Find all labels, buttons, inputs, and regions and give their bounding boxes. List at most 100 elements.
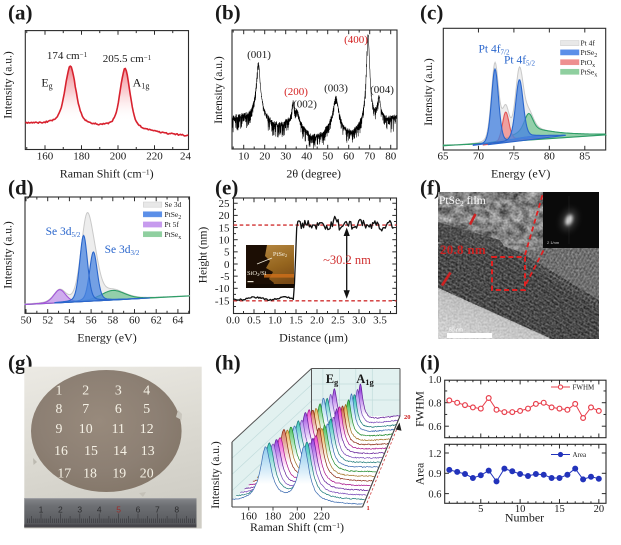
svg-text:0.9: 0.9: [428, 469, 441, 480]
svg-text:20: 20: [259, 151, 271, 163]
svg-text:3.5: 3.5: [373, 315, 387, 327]
svg-text:80: 80: [544, 151, 556, 163]
svg-text:60: 60: [343, 151, 355, 163]
svg-text:65: 65: [438, 151, 450, 163]
svg-text:0.6: 0.6: [428, 489, 441, 500]
svg-text:24: 24: [180, 151, 192, 163]
svg-text:2: 2: [82, 383, 89, 398]
svg-text:1: 1: [367, 505, 370, 512]
svg-text:20.8 nm: 20.8 nm: [440, 242, 486, 257]
svg-text:FWHM: FWHM: [573, 384, 596, 392]
svg-text:PtSex: PtSex: [165, 230, 182, 241]
svg-text:PtSe2: PtSe2: [165, 210, 182, 221]
svg-text:50: 50: [322, 151, 334, 163]
svg-text:6: 6: [136, 505, 141, 515]
svg-text:220: 220: [146, 151, 163, 163]
svg-text:70: 70: [473, 151, 485, 163]
svg-text:Number: Number: [505, 511, 544, 525]
svg-text:11: 11: [112, 421, 125, 436]
svg-text:PtSex: PtSex: [581, 67, 598, 78]
svg-text:1.5: 1.5: [289, 315, 303, 327]
svg-text:10: 10: [515, 504, 526, 515]
svg-text:(h): (h): [215, 351, 241, 375]
svg-text:Energy (eV): Energy (eV): [491, 167, 550, 181]
svg-text:10: 10: [238, 151, 250, 163]
svg-text:14: 14: [113, 443, 127, 458]
svg-text:15: 15: [84, 443, 98, 458]
svg-text:(004): (004): [370, 84, 394, 96]
svg-text:FWHM: FWHM: [415, 391, 427, 427]
svg-text:8: 8: [174, 505, 179, 515]
svg-text:3.0: 3.0: [352, 315, 366, 327]
svg-text:60: 60: [129, 315, 141, 327]
svg-text:40: 40: [301, 151, 313, 163]
svg-text:2 1/nm: 2 1/nm: [547, 240, 560, 245]
svg-text:3: 3: [77, 505, 82, 515]
svg-text:(f): (f): [420, 176, 441, 200]
svg-text:Height (nm): Height (nm): [198, 227, 210, 284]
svg-text:Area: Area: [415, 463, 427, 485]
svg-text:220: 220: [313, 511, 330, 523]
svg-text:0.0: 0.0: [226, 315, 240, 327]
svg-text:0: 0: [224, 259, 230, 271]
svg-text:(e): (e): [215, 176, 238, 200]
svg-text:0.6: 0.6: [428, 422, 441, 433]
svg-text:180: 180: [73, 151, 90, 163]
svg-text:Intensity (a.u.): Intensity (a.u.): [423, 58, 435, 126]
svg-text:5: 5: [116, 505, 121, 515]
svg-text:50: 50: [21, 315, 33, 327]
svg-text:Eg: Eg: [41, 76, 52, 91]
svg-text:30: 30: [280, 151, 292, 163]
svg-text:(a): (a): [8, 1, 33, 25]
svg-text:56: 56: [86, 315, 98, 327]
svg-text:Pt 4f: Pt 4f: [581, 39, 596, 48]
svg-text:3: 3: [115, 383, 122, 398]
svg-text:20: 20: [140, 466, 154, 481]
svg-text:Raman Shift (cm−1): Raman Shift (cm−1): [250, 520, 344, 534]
svg-text:(003): (003): [324, 83, 348, 95]
svg-text:Raman Shift (cm−1): Raman Shift (cm−1): [60, 167, 154, 181]
svg-text:15: 15: [219, 222, 231, 234]
svg-text:Intensity (a.u.): Intensity (a.u.): [210, 441, 222, 509]
svg-text:180: 180: [265, 511, 282, 523]
svg-text:(c): (c): [420, 1, 443, 25]
svg-text:~30.2 nm: ~30.2 nm: [323, 253, 371, 267]
svg-text:13: 13: [141, 443, 155, 458]
svg-text:20: 20: [404, 414, 411, 421]
svg-text:54: 54: [64, 315, 76, 327]
svg-text:15: 15: [554, 504, 565, 515]
svg-text:Pt 5f: Pt 5f: [165, 220, 180, 229]
svg-text:1: 1: [39, 505, 44, 515]
svg-text:2: 2: [58, 505, 63, 515]
svg-text:62: 62: [151, 315, 162, 327]
svg-text:-5: -5: [220, 271, 230, 283]
svg-text:174 cm−1: 174 cm−1: [47, 50, 88, 62]
svg-text:18: 18: [83, 466, 97, 481]
svg-text:75: 75: [508, 151, 520, 163]
svg-text:70: 70: [364, 151, 376, 163]
svg-text:200: 200: [110, 151, 127, 163]
svg-text:85: 85: [579, 151, 591, 163]
svg-text:1: 1: [56, 383, 63, 398]
svg-text:(002): (002): [293, 99, 317, 111]
svg-text:4: 4: [143, 383, 150, 398]
svg-text:Energy (eV): Energy (eV): [77, 331, 136, 345]
svg-text:52: 52: [42, 315, 53, 327]
svg-text:PtOx: PtOx: [581, 58, 596, 69]
svg-text:(001): (001): [247, 49, 271, 61]
svg-text:Intensity (a.u.): Intensity (a.u.): [213, 56, 225, 124]
svg-text:12: 12: [140, 421, 154, 436]
svg-text:Intensity (a.u.): Intensity (a.u.): [3, 221, 15, 289]
svg-text:7: 7: [82, 401, 89, 416]
svg-text:20: 20: [219, 210, 231, 222]
svg-text:-15: -15: [215, 295, 230, 307]
svg-text:5: 5: [478, 504, 483, 515]
svg-text:50 nm: 50 nm: [449, 328, 463, 334]
svg-text:10: 10: [79, 421, 93, 436]
svg-text:0.8: 0.8: [428, 399, 441, 410]
svg-text:1.2: 1.2: [428, 449, 441, 460]
svg-text:160: 160: [240, 511, 257, 523]
svg-text:20: 20: [594, 504, 605, 515]
svg-text:0.5: 0.5: [247, 315, 261, 327]
svg-text:SiO2/Si: SiO2/Si: [247, 270, 267, 277]
